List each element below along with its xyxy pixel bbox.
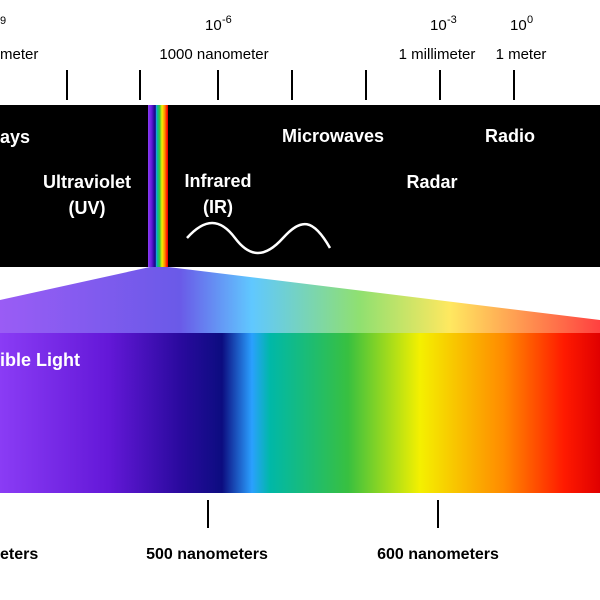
band-label: Radar (406, 172, 457, 192)
exponent: 9 (0, 15, 6, 27)
spectrum-band (0, 105, 600, 267)
wavelength-label: 500 nanometers (146, 546, 268, 563)
exponent: -3 (447, 14, 457, 26)
scale-label: 1000 nanometer (159, 46, 268, 63)
visible-ticks (207, 500, 439, 528)
base: 10 (510, 17, 527, 34)
base: 10 (205, 17, 222, 34)
visible-title: ible Light (0, 350, 80, 370)
scale-ticks (66, 70, 515, 100)
band-label: Ultraviolet (43, 172, 131, 192)
base: 10 (430, 17, 447, 34)
exponent: 0 (527, 14, 533, 26)
wavelength-label: 600 nanometers (377, 546, 499, 563)
light-fan (0, 267, 600, 333)
visible-spectrum (0, 333, 600, 493)
band-label: ays (0, 127, 30, 147)
band-label: Radio (485, 126, 535, 146)
wave (186, 221, 332, 255)
band-label: (UV) (69, 198, 106, 218)
band-label: (IR) (203, 197, 233, 217)
band-label: Infrared (184, 171, 251, 191)
band-label: Microwaves (282, 126, 384, 146)
visible-stripe (148, 105, 168, 267)
scale-label: 1 meter (496, 46, 547, 63)
scale-label: 1 millimeter (399, 46, 476, 63)
scale-label: meter (0, 46, 38, 63)
exponent: -6 (222, 14, 232, 26)
wavelength-label: eters (0, 546, 38, 563)
